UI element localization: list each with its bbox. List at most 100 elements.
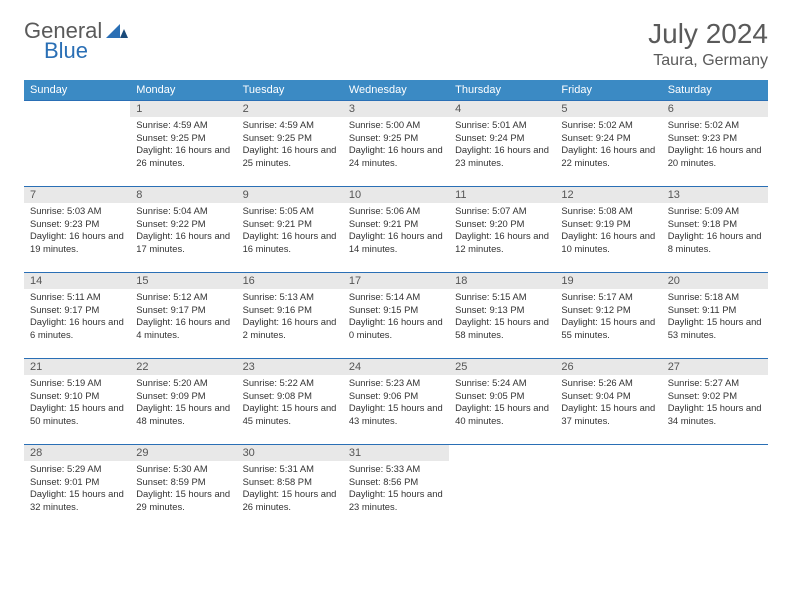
sunset-line: Sunset: 9:25 PM [136, 132, 230, 145]
sunset-line: Sunset: 9:12 PM [561, 304, 655, 317]
daylight-line: Daylight: 15 hours and 40 minutes. [455, 402, 549, 427]
day-number: 20 [662, 273, 768, 289]
calendar-day-cell: 30Sunrise: 5:31 AMSunset: 8:58 PMDayligh… [237, 445, 343, 531]
day-data: Sunrise: 5:24 AMSunset: 9:05 PMDaylight:… [449, 375, 555, 432]
sunset-line: Sunset: 9:24 PM [561, 132, 655, 145]
sunrise-line: Sunrise: 5:13 AM [243, 291, 337, 304]
day-number: 13 [662, 187, 768, 203]
day-number: 11 [449, 187, 555, 203]
weekday-header: Tuesday [237, 80, 343, 101]
calendar-day-cell: 4Sunrise: 5:01 AMSunset: 9:24 PMDaylight… [449, 101, 555, 187]
daylight-line: Daylight: 16 hours and 26 minutes. [136, 144, 230, 169]
calendar-day-cell: 6Sunrise: 5:02 AMSunset: 9:23 PMDaylight… [662, 101, 768, 187]
calendar-day-cell: 22Sunrise: 5:20 AMSunset: 9:09 PMDayligh… [130, 359, 236, 445]
calendar-day-cell: 20Sunrise: 5:18 AMSunset: 9:11 PMDayligh… [662, 273, 768, 359]
sunset-line: Sunset: 9:06 PM [349, 390, 443, 403]
day-number: 10 [343, 187, 449, 203]
calendar-day-cell: 17Sunrise: 5:14 AMSunset: 9:15 PMDayligh… [343, 273, 449, 359]
daylight-line: Daylight: 16 hours and 6 minutes. [30, 316, 124, 341]
day-number: 12 [555, 187, 661, 203]
weekday-header: Thursday [449, 80, 555, 101]
calendar-day-cell [662, 445, 768, 531]
calendar-day-cell: 12Sunrise: 5:08 AMSunset: 9:19 PMDayligh… [555, 187, 661, 273]
daylight-line: Daylight: 15 hours and 50 minutes. [30, 402, 124, 427]
calendar-day-cell: 23Sunrise: 5:22 AMSunset: 9:08 PMDayligh… [237, 359, 343, 445]
sunset-line: Sunset: 9:08 PM [243, 390, 337, 403]
day-data: Sunrise: 5:27 AMSunset: 9:02 PMDaylight:… [662, 375, 768, 432]
sunset-line: Sunset: 9:18 PM [668, 218, 762, 231]
daylight-line: Daylight: 15 hours and 26 minutes. [243, 488, 337, 513]
calendar-day-cell: 18Sunrise: 5:15 AMSunset: 9:13 PMDayligh… [449, 273, 555, 359]
day-data: Sunrise: 5:09 AMSunset: 9:18 PMDaylight:… [662, 203, 768, 260]
sunrise-line: Sunrise: 5:27 AM [668, 377, 762, 390]
day-number: 27 [662, 359, 768, 375]
sunrise-line: Sunrise: 5:30 AM [136, 463, 230, 476]
sunrise-line: Sunrise: 5:02 AM [668, 119, 762, 132]
day-data: Sunrise: 5:17 AMSunset: 9:12 PMDaylight:… [555, 289, 661, 346]
day-data: Sunrise: 5:26 AMSunset: 9:04 PMDaylight:… [555, 375, 661, 432]
title-block: July 2024 Taura, Germany [648, 18, 768, 70]
daylight-line: Daylight: 16 hours and 23 minutes. [455, 144, 549, 169]
day-data: Sunrise: 5:23 AMSunset: 9:06 PMDaylight:… [343, 375, 449, 432]
sunset-line: Sunset: 8:56 PM [349, 476, 443, 489]
sunrise-line: Sunrise: 5:08 AM [561, 205, 655, 218]
day-data: Sunrise: 5:07 AMSunset: 9:20 PMDaylight:… [449, 203, 555, 260]
day-data: Sunrise: 4:59 AMSunset: 9:25 PMDaylight:… [130, 117, 236, 174]
day-number: 8 [130, 187, 236, 203]
sunset-line: Sunset: 9:17 PM [136, 304, 230, 317]
calendar-week-row: 28Sunrise: 5:29 AMSunset: 9:01 PMDayligh… [24, 445, 768, 531]
day-data: Sunrise: 5:03 AMSunset: 9:23 PMDaylight:… [24, 203, 130, 260]
sunset-line: Sunset: 9:04 PM [561, 390, 655, 403]
sunrise-line: Sunrise: 5:14 AM [349, 291, 443, 304]
daylight-line: Daylight: 16 hours and 2 minutes. [243, 316, 337, 341]
sunset-line: Sunset: 9:13 PM [455, 304, 549, 317]
sunset-line: Sunset: 9:19 PM [561, 218, 655, 231]
day-number: 28 [24, 445, 130, 461]
daylight-line: Daylight: 15 hours and 48 minutes. [136, 402, 230, 427]
day-number: 4 [449, 101, 555, 117]
day-data: Sunrise: 5:06 AMSunset: 9:21 PMDaylight:… [343, 203, 449, 260]
sunrise-line: Sunrise: 5:09 AM [668, 205, 762, 218]
day-number [24, 101, 130, 105]
daylight-line: Daylight: 16 hours and 8 minutes. [668, 230, 762, 255]
daylight-line: Daylight: 15 hours and 43 minutes. [349, 402, 443, 427]
sunset-line: Sunset: 9:15 PM [349, 304, 443, 317]
calendar-day-cell: 28Sunrise: 5:29 AMSunset: 9:01 PMDayligh… [24, 445, 130, 531]
daylight-line: Daylight: 15 hours and 32 minutes. [30, 488, 124, 513]
day-number: 22 [130, 359, 236, 375]
sunrise-line: Sunrise: 5:01 AM [455, 119, 549, 132]
weekday-header-row: SundayMondayTuesdayWednesdayThursdayFrid… [24, 80, 768, 101]
calendar-day-cell: 9Sunrise: 5:05 AMSunset: 9:21 PMDaylight… [237, 187, 343, 273]
day-data: Sunrise: 5:02 AMSunset: 9:23 PMDaylight:… [662, 117, 768, 174]
sunrise-line: Sunrise: 5:02 AM [561, 119, 655, 132]
calendar-day-cell: 26Sunrise: 5:26 AMSunset: 9:04 PMDayligh… [555, 359, 661, 445]
calendar-day-cell: 19Sunrise: 5:17 AMSunset: 9:12 PMDayligh… [555, 273, 661, 359]
day-data: Sunrise: 5:04 AMSunset: 9:22 PMDaylight:… [130, 203, 236, 260]
sunrise-line: Sunrise: 4:59 AM [243, 119, 337, 132]
daylight-line: Daylight: 15 hours and 58 minutes. [455, 316, 549, 341]
calendar-day-cell: 2Sunrise: 4:59 AMSunset: 9:25 PMDaylight… [237, 101, 343, 187]
sunset-line: Sunset: 9:20 PM [455, 218, 549, 231]
day-number: 23 [237, 359, 343, 375]
calendar-day-cell: 3Sunrise: 5:00 AMSunset: 9:25 PMDaylight… [343, 101, 449, 187]
calendar-week-row: 14Sunrise: 5:11 AMSunset: 9:17 PMDayligh… [24, 273, 768, 359]
day-data: Sunrise: 5:18 AMSunset: 9:11 PMDaylight:… [662, 289, 768, 346]
calendar-table: SundayMondayTuesdayWednesdayThursdayFrid… [24, 80, 768, 531]
calendar-day-cell [24, 101, 130, 187]
day-data: Sunrise: 5:01 AMSunset: 9:24 PMDaylight:… [449, 117, 555, 174]
day-number: 18 [449, 273, 555, 289]
day-data: Sunrise: 5:05 AMSunset: 9:21 PMDaylight:… [237, 203, 343, 260]
daylight-line: Daylight: 15 hours and 53 minutes. [668, 316, 762, 341]
day-number: 1 [130, 101, 236, 117]
daylight-line: Daylight: 16 hours and 19 minutes. [30, 230, 124, 255]
day-number: 7 [24, 187, 130, 203]
daylight-line: Daylight: 16 hours and 22 minutes. [561, 144, 655, 169]
weekday-header: Saturday [662, 80, 768, 101]
sunrise-line: Sunrise: 5:23 AM [349, 377, 443, 390]
calendar-day-cell: 27Sunrise: 5:27 AMSunset: 9:02 PMDayligh… [662, 359, 768, 445]
calendar-day-cell: 24Sunrise: 5:23 AMSunset: 9:06 PMDayligh… [343, 359, 449, 445]
daylight-line: Daylight: 16 hours and 12 minutes. [455, 230, 549, 255]
location: Taura, Germany [648, 52, 768, 70]
sunrise-line: Sunrise: 5:04 AM [136, 205, 230, 218]
day-data: Sunrise: 5:31 AMSunset: 8:58 PMDaylight:… [237, 461, 343, 518]
